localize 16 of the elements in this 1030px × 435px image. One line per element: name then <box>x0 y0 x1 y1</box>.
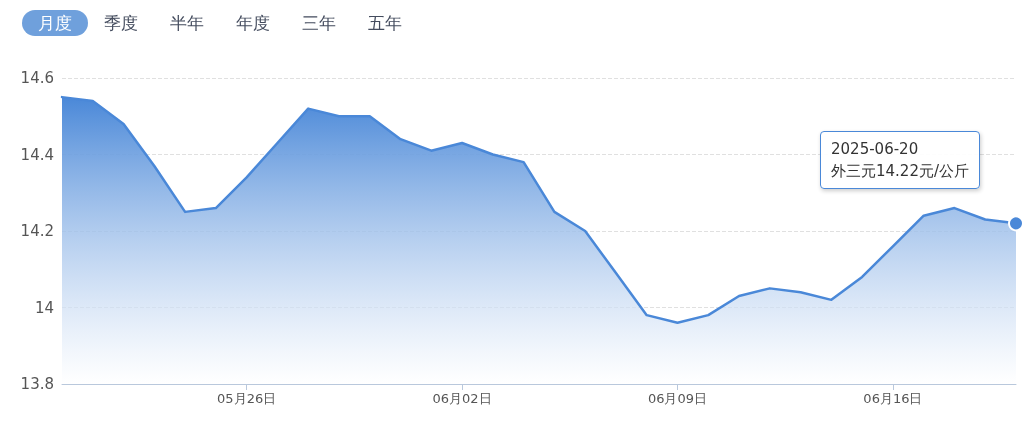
y-tick-label: 14.2 <box>20 222 54 240</box>
text: 三年 <box>302 13 336 33</box>
y-tick-label: 14.6 <box>20 69 54 87</box>
x-tick-label: 05月26日 <box>217 391 277 406</box>
text: 五年 <box>368 13 402 33</box>
x-tick-label: 06月09日 <box>647 391 708 406</box>
text: 月度 <box>38 13 72 33</box>
y-tick-label: 14.4 <box>20 145 54 164</box>
y-tick-label: 13.8 <box>20 375 54 393</box>
text: 年度 <box>236 13 270 33</box>
y-tick-label: 14 <box>34 298 54 317</box>
text: 半年 <box>170 13 204 33</box>
tooltip-box: 2025-06-20 外三元14.22元/公斤 <box>820 131 980 190</box>
text: 季度 <box>104 13 138 33</box>
x-tick-label: 06月16日 <box>863 391 923 406</box>
x-tick-label: 06月02日 <box>432 391 492 406</box>
